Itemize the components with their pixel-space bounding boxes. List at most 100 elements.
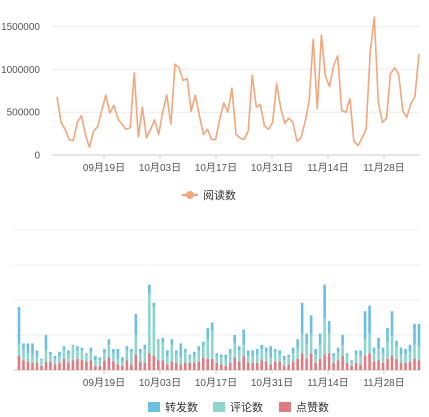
bar-segment-likes — [305, 358, 308, 370]
bar-segment-likes — [80, 360, 84, 370]
bar-segment-comments — [201, 346, 205, 358]
bar-segment-comments — [67, 354, 70, 363]
bar-segment-comments — [327, 333, 331, 354]
bar-segment-comments — [291, 353, 295, 362]
bar-segment-reposts — [381, 347, 385, 354]
bar-segment-likes — [112, 361, 115, 370]
bar-segment-comments — [233, 343, 237, 358]
bar-segment-likes — [157, 360, 160, 370]
bar-segment-comments — [17, 344, 21, 356]
bar-segment-reposts — [237, 346, 241, 351]
bar-segment-comments — [49, 354, 52, 362]
y-tick-label: 500000 — [7, 108, 41, 119]
bar-segment-comments — [264, 351, 268, 362]
bar-segment-comments — [345, 354, 349, 363]
bar-segment-likes — [377, 360, 380, 370]
bar-segment-reposts — [40, 358, 43, 361]
legend-swatch-comments — [213, 402, 225, 412]
bar-segment-reposts — [242, 329, 246, 345]
bar-segment-reposts — [98, 357, 102, 361]
bar-segment-likes — [408, 361, 412, 370]
bar-segment-comments — [228, 353, 232, 363]
bar-segment-reposts — [26, 343, 30, 354]
bar-segment-reposts — [85, 353, 88, 355]
bar-segment-comments — [296, 347, 299, 359]
x-tick-label: 09月19日 — [83, 162, 125, 174]
bar-segment-comments — [359, 356, 362, 365]
bar-segment-reposts — [413, 323, 416, 345]
bar-segment-likes — [166, 364, 169, 370]
bar-segment-reposts — [148, 284, 151, 295]
bar-segment-comments — [350, 361, 353, 366]
bar-segment-reposts — [233, 335, 237, 344]
y-tick-label: 1000000 — [1, 65, 40, 76]
bar-segment-likes — [323, 354, 326, 370]
bar-segment-likes — [381, 363, 385, 370]
bar-segment-comments — [215, 356, 219, 363]
bar-segment-likes — [188, 363, 192, 370]
bar-segment-reposts — [377, 337, 380, 349]
x-tick-label: 10月17日 — [195, 162, 237, 174]
bar-segment-reposts — [228, 349, 232, 354]
bar-segment-comments — [116, 358, 120, 365]
bar-segment-comments — [273, 351, 277, 362]
x-tick-label: 11月14日 — [307, 162, 349, 174]
bar-segment-likes — [210, 358, 214, 370]
bar-segment-likes — [255, 363, 259, 370]
bar-segment-likes — [354, 363, 358, 370]
legend-dot-marker — [186, 191, 194, 199]
bar-segment-reposts — [112, 349, 115, 354]
bar-segment-likes — [363, 356, 367, 370]
bar-segment-reposts — [44, 335, 48, 351]
x-tick-label: 10月03日 — [139, 162, 181, 174]
bar-segment-reposts — [49, 351, 52, 355]
bar-segment-comments — [197, 350, 201, 362]
bar-segment-likes — [399, 363, 403, 370]
bar-segment-likes — [233, 357, 237, 370]
bar-segment-reposts — [273, 349, 277, 352]
bar-segment-comments — [210, 330, 214, 359]
bar-segment-comments — [175, 354, 178, 363]
bar-segment-comments — [179, 356, 183, 365]
bar-segment-reposts — [336, 347, 340, 352]
bar-segment-reposts — [350, 360, 353, 362]
x-tick-label: 11月14日 — [307, 377, 349, 389]
bar-segment-likes — [282, 365, 286, 370]
bar-segment-likes — [246, 363, 250, 370]
bar-segment-likes — [152, 356, 156, 370]
bar-segment-likes — [264, 361, 268, 370]
bar-segment-reposts — [354, 350, 358, 355]
bar-segment-likes — [291, 361, 295, 370]
bar-segment-reposts — [278, 350, 281, 355]
bar-segment-reposts — [103, 349, 106, 354]
bar-segment-likes — [116, 364, 120, 370]
bar-segment-reposts — [282, 356, 286, 361]
bar-segment-likes — [130, 364, 133, 370]
bar-segment-reposts — [408, 344, 412, 352]
bar-segment-comments — [98, 360, 102, 366]
bar-segment-reposts — [197, 346, 201, 351]
bar-segment-comments — [139, 353, 142, 362]
bar-segment-comments — [107, 344, 111, 358]
bar-segment-likes — [71, 360, 75, 370]
bar-segment-comments — [399, 354, 403, 363]
bar-segment-likes — [345, 363, 349, 370]
bar-segment-comments — [354, 354, 358, 363]
bar-segment-comments — [121, 361, 124, 366]
bar-segment-likes — [228, 363, 232, 370]
bar-segment-comments — [404, 354, 407, 363]
bar-segment-comments — [219, 357, 223, 365]
legend-label-read-count: 阅读数 — [203, 188, 236, 202]
bar-segment-comments — [125, 350, 129, 361]
bar-segment-comments — [152, 307, 156, 356]
bar-segment-reposts — [210, 322, 214, 331]
bar-segment-reposts — [107, 339, 111, 345]
bar-segment-comments — [386, 342, 389, 359]
bar-segment-comments — [372, 353, 376, 362]
bar-segment-comments — [35, 356, 39, 363]
bar-segment-reposts — [71, 344, 75, 347]
bar-segment-likes — [359, 364, 362, 370]
bar-segment-reposts — [62, 346, 66, 351]
bar-segment-reposts — [219, 354, 223, 358]
